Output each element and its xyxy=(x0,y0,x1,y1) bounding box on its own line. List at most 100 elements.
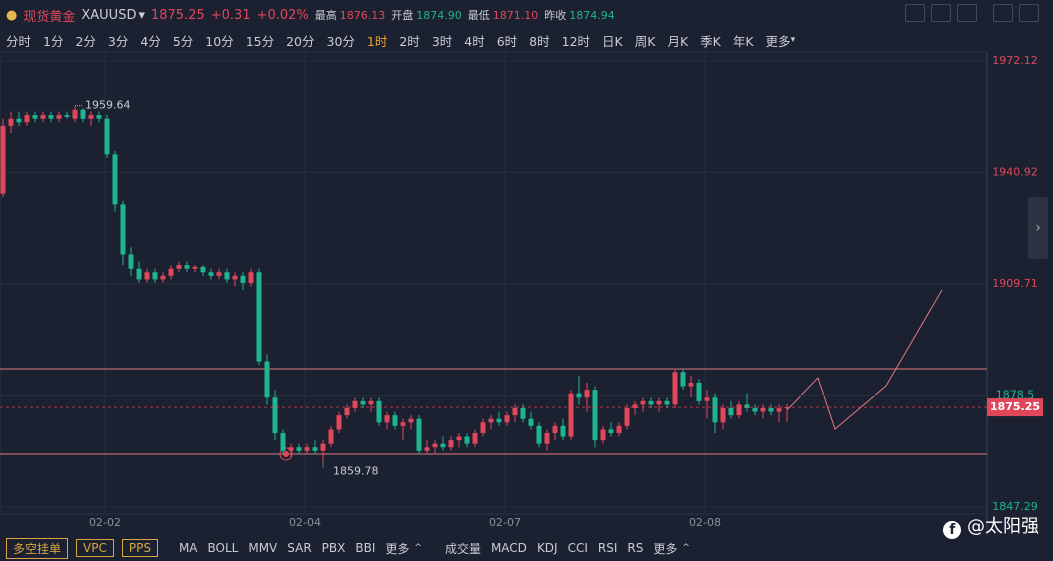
candle-body xyxy=(72,109,78,119)
indicator[interactable]: KDJ xyxy=(536,541,558,555)
timeframe[interactable]: 2分 xyxy=(75,33,96,49)
timeframe[interactable]: 1分 xyxy=(43,33,64,49)
tool[interactable] xyxy=(957,4,977,22)
candle-body xyxy=(424,447,430,451)
last-price-box xyxy=(987,398,1043,417)
watermark-text: @太阳强 xyxy=(967,516,1039,537)
indicator[interactable]: RSI xyxy=(597,541,618,555)
candle-body xyxy=(328,429,334,444)
candle-body xyxy=(384,415,390,423)
candle-body xyxy=(32,115,38,119)
candle-body xyxy=(224,272,230,280)
candle-body xyxy=(336,415,342,430)
candle-body xyxy=(640,400,646,405)
button[interactable]: VPC xyxy=(76,539,114,557)
indicator[interactable]: BBI xyxy=(355,541,376,555)
timeframe[interactable]: 5分 xyxy=(172,33,194,49)
timeframe[interactable]: 年K xyxy=(732,33,754,49)
candle-body xyxy=(600,429,606,441)
candle-body xyxy=(416,418,422,451)
button[interactable]: 多空挂单 xyxy=(6,537,69,559)
forecast-line[interactable] xyxy=(786,289,943,430)
date-label: 02-07 xyxy=(489,516,521,529)
button[interactable]: PPS xyxy=(121,539,158,557)
candle-body xyxy=(448,440,454,448)
candle-body xyxy=(464,436,470,444)
y-tick-label: 1940.92 xyxy=(992,166,1038,179)
candle-body xyxy=(296,447,302,451)
indicator[interactable]: BOLL xyxy=(207,541,239,555)
candle-body xyxy=(520,407,526,419)
timeframe[interactable]: 6时 xyxy=(496,33,518,49)
candle-body xyxy=(568,393,574,437)
candle-body xyxy=(376,400,382,423)
tool[interactable] xyxy=(931,4,951,22)
tool[interactable] xyxy=(905,4,925,22)
timeframe[interactable]: 月K xyxy=(667,33,689,49)
timeframe[interactable]: 1时 xyxy=(366,33,388,49)
candle-body xyxy=(584,390,590,398)
candle-body xyxy=(184,265,190,269)
timeframe[interactable]: 15分 xyxy=(245,33,275,49)
timeframe[interactable]: 日K xyxy=(602,33,623,49)
timeframe[interactable]: 4分 xyxy=(140,33,161,49)
date-label: 02-08 xyxy=(689,516,721,529)
candle-body xyxy=(240,275,246,283)
candle-body xyxy=(176,265,182,269)
timeframe[interactable]: 8时 xyxy=(529,33,550,49)
indicator[interactable]: SAR xyxy=(287,541,312,555)
indicator[interactable]: 更多 xyxy=(653,541,678,556)
candle-body xyxy=(24,115,30,123)
candle-body xyxy=(544,432,550,444)
header: ● 现货黄金 XAUUSD ▾ 1875.25 +0.31 +0.02% 最高 1… xyxy=(0,0,1053,30)
timeframe[interactable]: 30分 xyxy=(326,33,355,49)
indicator[interactable]: 成交量 xyxy=(444,541,481,556)
candle-body xyxy=(136,268,142,280)
candle-body xyxy=(56,115,62,119)
timeframe[interactable]: 分时 xyxy=(6,33,32,49)
symbol-name[interactable]: 现货黄金 xyxy=(23,9,76,25)
indicator[interactable]: MMV xyxy=(248,541,278,555)
indicator[interactable]: MA xyxy=(178,541,198,555)
stat-label: 开盘 xyxy=(391,9,414,22)
candle-body xyxy=(536,425,542,444)
tool[interactable] xyxy=(993,4,1013,22)
indicator[interactable]: PBX xyxy=(321,541,346,555)
price: 1875.25 xyxy=(150,7,205,23)
candle-body xyxy=(488,418,494,423)
candle-body xyxy=(776,408,782,412)
candle-body xyxy=(432,443,438,448)
timeframe[interactable]: 4时 xyxy=(464,33,485,49)
timeframe[interactable]: 周K xyxy=(634,33,656,49)
tool[interactable] xyxy=(1019,4,1039,22)
timeframe[interactable]: 更多 xyxy=(765,33,791,49)
timeframe[interactable]: 20分 xyxy=(286,33,315,49)
candle-body xyxy=(744,404,750,408)
candle-body xyxy=(560,425,566,437)
candle-body xyxy=(624,407,630,426)
candle-body xyxy=(232,275,238,280)
indicator[interactable]: MACD xyxy=(490,541,527,555)
dropdown[interactable]: ▾ xyxy=(138,7,145,23)
indicator[interactable]: 更多 xyxy=(385,541,410,556)
candle-body xyxy=(456,436,462,441)
candle-body xyxy=(784,407,790,409)
candle-body xyxy=(312,447,318,451)
timeframe[interactable]: 季K xyxy=(700,33,721,49)
timeframe[interactable]: 3时 xyxy=(431,33,453,49)
candle-body xyxy=(272,397,278,433)
timeframe[interactable]: 12时 xyxy=(561,33,591,49)
candle-body xyxy=(96,115,102,119)
indicator[interactable]: CCI xyxy=(567,541,588,555)
candle-body xyxy=(704,397,710,401)
side-toggle[interactable] xyxy=(1028,197,1048,259)
timeframe[interactable]: 3分 xyxy=(107,33,129,49)
plot-frame xyxy=(0,51,988,515)
candle-body xyxy=(256,272,262,362)
y-tick-label: 1909.71 xyxy=(992,277,1038,290)
timeframe[interactable]: 2时 xyxy=(399,33,420,49)
symbol-code[interactable]: XAUUSD xyxy=(81,7,137,23)
indicator[interactable]: RS xyxy=(627,541,644,555)
timeframe[interactable]: 10分 xyxy=(205,33,234,49)
